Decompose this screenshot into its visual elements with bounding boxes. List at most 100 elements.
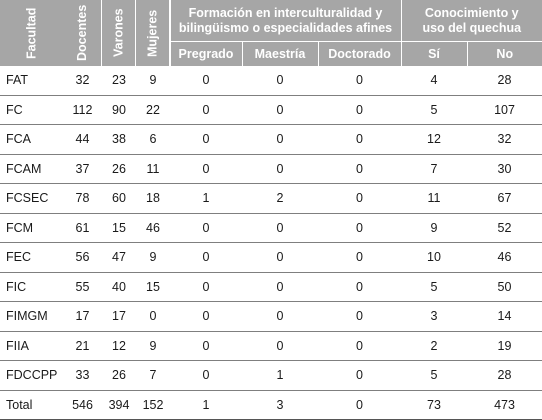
cell-varones: 12 [102, 331, 136, 361]
cell-varones: 40 [102, 272, 136, 302]
header-conocimiento-line1: Conocimiento y [424, 5, 519, 20]
cell-no: 46 [467, 242, 542, 273]
cell-maestria: 0 [242, 301, 318, 332]
cell-si: 2 [401, 331, 467, 361]
table-row: FCM 61 15 46 0 0 0 9 52 [0, 213, 542, 243]
cell-docentes: 21 [63, 331, 102, 361]
cell-no: 50 [467, 272, 542, 302]
cell-facultad: FCA [0, 124, 63, 155]
cell-docentes: 56 [63, 242, 102, 273]
cell-facultad: FCAM [0, 154, 63, 184]
header-docentes: Docentes [63, 0, 102, 66]
cell-pregrado: 1 [170, 390, 242, 420]
cell-no: 52 [467, 213, 542, 243]
header-mujeres: Mujeres [136, 0, 170, 66]
header-conocimiento-line2: uso del quechua [422, 20, 522, 35]
cell-no: 67 [467, 183, 542, 214]
cell-maestria: 0 [242, 213, 318, 243]
cell-doctorado: 0 [318, 154, 401, 184]
cell-mujeres: 9 [136, 242, 170, 273]
cell-varones: 15 [102, 213, 136, 243]
cell-maestria: 0 [242, 154, 318, 184]
cell-pregrado: 0 [170, 242, 242, 273]
cell-docentes: 37 [63, 154, 102, 184]
table-row: FDCCPP 33 26 7 0 1 0 5 28 [0, 360, 542, 391]
cell-no: 107 [467, 95, 542, 125]
header-si: Sí [400, 41, 468, 66]
cell-varones: 38 [102, 124, 136, 155]
cell-no: 32 [467, 124, 542, 155]
cell-docentes: 33 [63, 360, 102, 391]
cell-si: 5 [401, 360, 467, 391]
table-row: FCA 44 38 6 0 0 0 12 32 [0, 124, 542, 155]
cell-maestria: 0 [242, 66, 318, 96]
cell-facultad: FIC [0, 272, 63, 302]
cell-maestria: 0 [242, 272, 318, 302]
cell-facultad: Total [0, 390, 63, 420]
cell-si: 10 [401, 242, 467, 273]
cell-maestria: 0 [242, 242, 318, 273]
cell-doctorado: 0 [318, 242, 401, 273]
cell-docentes: 32 [63, 66, 102, 96]
cell-no: 28 [467, 360, 542, 391]
cell-si: 5 [401, 272, 467, 302]
cell-mujeres: 22 [136, 95, 170, 125]
cell-no: 14 [467, 301, 542, 332]
cell-doctorado: 0 [318, 95, 401, 125]
cell-mujeres: 0 [136, 301, 170, 332]
cell-facultad: FIMGM [0, 301, 63, 332]
cell-no: 30 [467, 154, 542, 184]
cell-facultad: FDCCPP [0, 360, 63, 391]
cell-doctorado: 0 [318, 272, 401, 302]
cell-mujeres: 7 [136, 360, 170, 391]
cell-mujeres: 9 [136, 66, 170, 96]
cell-doctorado: 0 [318, 360, 401, 391]
cell-si: 4 [401, 66, 467, 96]
cell-si: 5 [401, 95, 467, 125]
cell-maestria: 0 [242, 331, 318, 361]
table-row: FCSEC 78 60 18 1 2 0 11 67 [0, 183, 542, 214]
cell-no: 28 [467, 66, 542, 96]
header-formacion-line1: Formación en interculturalidad y [188, 5, 383, 20]
cell-si: 9 [401, 213, 467, 243]
cell-facultad: FAT [0, 66, 63, 96]
cell-pregrado: 0 [170, 213, 242, 243]
header-varones: Varones [102, 0, 136, 66]
cell-docentes: 78 [63, 183, 102, 214]
cell-pregrado: 0 [170, 272, 242, 302]
cell-doctorado: 0 [318, 301, 401, 332]
cell-pregrado: 0 [170, 66, 242, 96]
cell-docentes: 112 [63, 95, 102, 125]
cell-facultad: FC [0, 95, 63, 125]
cell-varones: 17 [102, 301, 136, 332]
cell-docentes: 55 [63, 272, 102, 302]
cell-si: 73 [401, 390, 467, 420]
cell-maestria: 3 [242, 390, 318, 420]
cell-maestria: 0 [242, 95, 318, 125]
table-row: FAT 32 23 9 0 0 0 4 28 [0, 66, 542, 96]
cell-mujeres: 6 [136, 124, 170, 155]
cell-varones: 90 [102, 95, 136, 125]
cell-varones: 60 [102, 183, 136, 214]
cell-pregrado: 0 [170, 331, 242, 361]
cell-no: 473 [467, 390, 542, 420]
header-conocimiento-group: Conocimiento y uso del quechua [400, 0, 542, 42]
cell-mujeres: 9 [136, 331, 170, 361]
table-row: FIC 55 40 15 0 0 0 5 50 [0, 272, 542, 302]
cell-pregrado: 0 [170, 124, 242, 155]
cell-pregrado: 0 [170, 301, 242, 332]
cell-facultad: FIIA [0, 331, 63, 361]
cell-doctorado: 0 [318, 213, 401, 243]
cell-doctorado: 0 [318, 390, 401, 420]
cell-doctorado: 0 [318, 183, 401, 214]
cell-doctorado: 0 [318, 66, 401, 96]
table-row: FIIA 21 12 9 0 0 0 2 19 [0, 331, 542, 361]
cell-docentes: 44 [63, 124, 102, 155]
cell-no: 19 [467, 331, 542, 361]
cell-facultad: FEC [0, 242, 63, 273]
cell-varones: 26 [102, 154, 136, 184]
cell-varones: 394 [102, 390, 136, 420]
cell-pregrado: 0 [170, 154, 242, 184]
cell-maestria: 1 [242, 360, 318, 391]
